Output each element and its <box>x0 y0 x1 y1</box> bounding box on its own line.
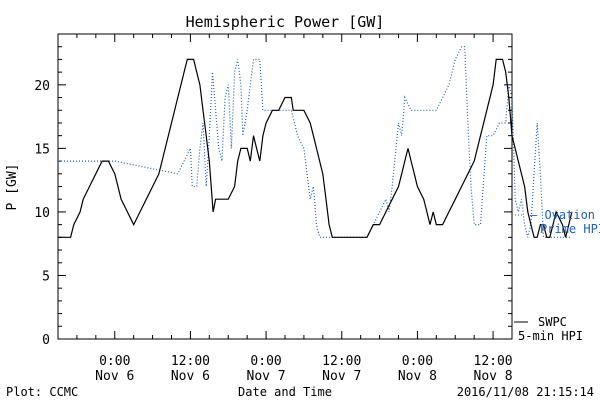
y-axis-label: P [GW] <box>5 164 20 211</box>
legend-swpc-label-1: SWPC <box>538 315 567 329</box>
legend-ovation-label-2: Prime HPI <box>540 222 600 236</box>
footer-timestamp: 2016/11/08 21:15:14 <box>457 385 594 399</box>
x-tick-label-date: Nov 6 <box>171 369 210 384</box>
y-axis: 0 5 10 15 20 <box>34 33 512 348</box>
x-tick-label-time: 0:00 <box>99 354 130 369</box>
x-tick-label-date: Nov 7 <box>247 369 286 384</box>
legend-ovation-label-1: – Ovation <box>530 208 595 222</box>
y-tick-label: 20 <box>34 79 50 94</box>
swpc-series-line <box>58 58 573 238</box>
series-layer <box>58 46 573 238</box>
x-tick-label-date: Nov 7 <box>322 369 361 384</box>
x-tick-label-time: 12:00 <box>322 354 361 369</box>
x-tick-label-time: 12:00 <box>474 354 513 369</box>
x-tick-label-time: 12:00 <box>171 354 210 369</box>
x-tick-label-time: 0:00 <box>402 354 433 369</box>
footer-left: Plot: CCMC <box>6 385 78 399</box>
y-tick-label: 15 <box>34 142 50 157</box>
plot-frame <box>57 33 513 340</box>
y-tick-label: 10 <box>34 206 50 221</box>
x-tick-label-date: Nov 8 <box>474 369 513 384</box>
x-tick-label-time: 0:00 <box>250 354 281 369</box>
legend-swpc-label-2: 5-min HPI <box>518 329 583 343</box>
y-tick-label: 5 <box>42 269 50 284</box>
x-tick-label-date: Nov 6 <box>95 369 134 384</box>
legend-ovation: – Ovation Prime HPI <box>515 208 600 236</box>
chart-title: Hemispheric Power [GW] <box>186 13 385 31</box>
y-tick-label: 0 <box>42 333 50 348</box>
legend-swpc: SWPC 5-min HPI <box>514 315 583 343</box>
x-axis-label: Date and Time <box>238 385 332 399</box>
x-tick-label-date: Nov 8 <box>398 369 437 384</box>
